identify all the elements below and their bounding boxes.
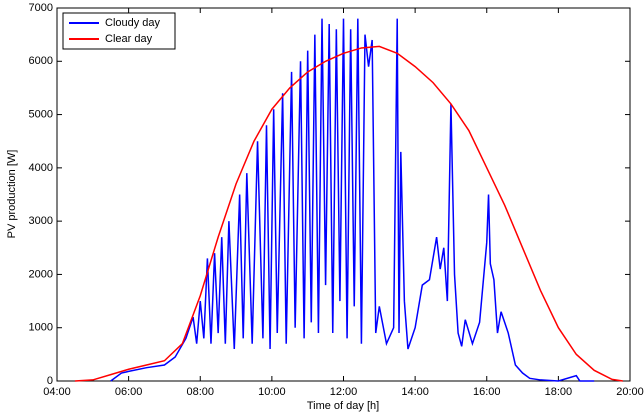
x-axis-label: Time of day [h]	[307, 400, 379, 412]
x-tick-label: 12:00	[330, 386, 358, 398]
y-tick-label: 4000	[29, 162, 53, 174]
x-tick-label: 10:00	[258, 386, 286, 398]
legend-box	[62, 12, 176, 50]
legend-label: Clear day	[105, 33, 153, 45]
legend-label: Cloudy day	[105, 17, 161, 29]
y-tick-label: 7000	[29, 2, 53, 14]
y-tick-label: 0	[47, 375, 53, 387]
y-tick-label: 3000	[29, 215, 53, 227]
x-tick-label: 16:00	[473, 386, 501, 398]
series-line	[74, 45, 623, 382]
y-axis-label: PV production [W]	[6, 150, 18, 239]
y-tick-label: 6000	[29, 55, 53, 67]
series-line	[110, 18, 595, 382]
y-tick-label: 2000	[29, 268, 53, 280]
x-tick-label: 04:00	[43, 386, 71, 398]
x-tick-label: 18:00	[545, 386, 573, 398]
y-tick-label: 5000	[29, 108, 53, 120]
x-tick-label: 06:00	[115, 386, 143, 398]
x-tick-label: 14:00	[401, 386, 429, 398]
x-tick-label: 20:00	[616, 386, 644, 398]
y-tick-label: 1000	[29, 322, 53, 334]
x-tick-label: 08:00	[186, 386, 214, 398]
